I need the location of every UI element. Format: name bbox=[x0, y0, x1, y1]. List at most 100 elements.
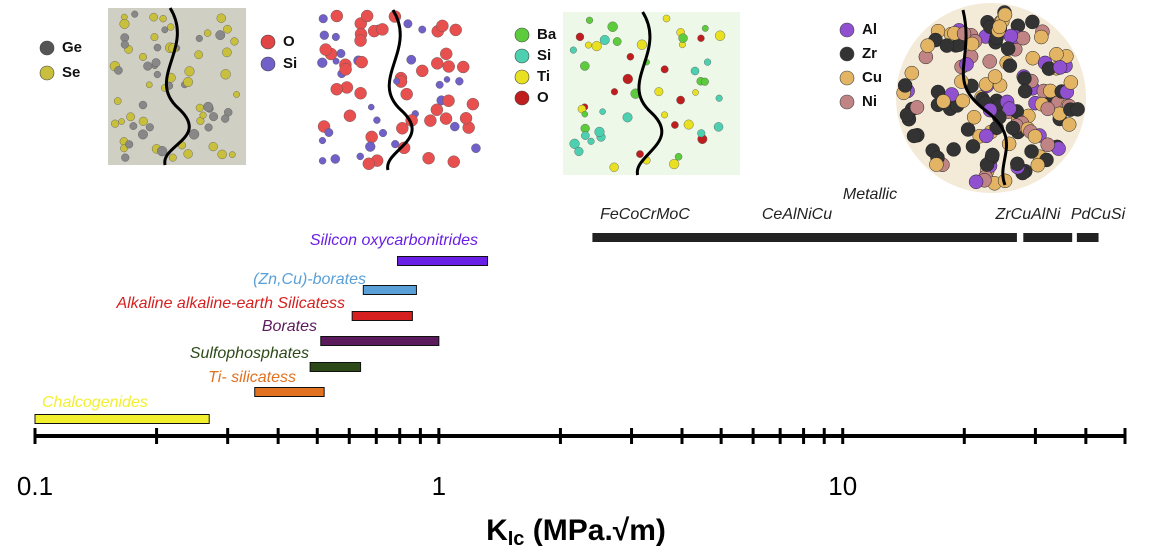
bar-label: Ti- silicatess bbox=[208, 369, 296, 386]
legend-swatch bbox=[515, 49, 529, 63]
atom bbox=[121, 154, 129, 162]
atom bbox=[331, 83, 343, 95]
legend-swatch bbox=[261, 57, 275, 71]
atom bbox=[218, 150, 227, 159]
atom bbox=[1017, 71, 1031, 85]
atom bbox=[130, 122, 137, 129]
atom bbox=[154, 71, 161, 78]
atom bbox=[196, 35, 203, 42]
atom bbox=[716, 95, 723, 102]
atom bbox=[929, 158, 943, 172]
atom bbox=[921, 39, 935, 53]
atom bbox=[139, 101, 147, 109]
bar-label: Borates bbox=[262, 318, 317, 335]
atom bbox=[341, 81, 353, 93]
atom bbox=[162, 27, 168, 33]
legend-label: Ge bbox=[62, 39, 82, 56]
atom bbox=[320, 44, 332, 56]
atom bbox=[344, 110, 356, 122]
atom bbox=[455, 77, 463, 85]
alloy-label: CeAlNiCu bbox=[762, 206, 832, 223]
atom bbox=[600, 35, 609, 44]
legend-label: O bbox=[283, 33, 295, 50]
atom bbox=[196, 104, 204, 112]
atom bbox=[966, 139, 980, 153]
atom bbox=[940, 39, 954, 53]
atom bbox=[636, 150, 643, 157]
atom bbox=[588, 138, 595, 145]
atom bbox=[317, 58, 327, 68]
legend-swatch bbox=[40, 66, 54, 80]
atom bbox=[1028, 129, 1042, 143]
atom bbox=[443, 95, 455, 107]
atom bbox=[960, 57, 974, 71]
atom bbox=[907, 129, 921, 143]
atom bbox=[576, 33, 584, 41]
atom bbox=[443, 60, 455, 72]
atom bbox=[702, 25, 708, 31]
atom bbox=[125, 141, 133, 149]
atom bbox=[623, 113, 632, 122]
bar-label: Alkaline alkaline-earth Silicatess bbox=[115, 295, 345, 312]
atom bbox=[222, 48, 231, 57]
atom bbox=[661, 66, 668, 73]
atom bbox=[669, 159, 679, 169]
legend-swatch bbox=[261, 35, 275, 49]
atom bbox=[204, 30, 211, 37]
atom bbox=[448, 156, 460, 168]
atom bbox=[947, 142, 961, 156]
atom bbox=[160, 15, 167, 22]
metallic-bar bbox=[592, 233, 1017, 242]
atom bbox=[610, 163, 619, 172]
legend-swatch bbox=[515, 91, 529, 105]
group-label: Metallic bbox=[843, 186, 897, 203]
atom bbox=[1026, 51, 1040, 65]
atom bbox=[331, 154, 340, 163]
atom bbox=[152, 58, 160, 66]
legend-label: Ti bbox=[537, 68, 550, 85]
atom bbox=[221, 69, 231, 79]
x-axis-label-part: (MPa.√m) bbox=[524, 514, 665, 547]
atom bbox=[1025, 144, 1039, 158]
atom bbox=[1018, 84, 1032, 98]
legend-label: Zr bbox=[862, 45, 877, 62]
atom bbox=[679, 34, 688, 43]
atom bbox=[457, 61, 469, 73]
bar-label: Silicon oxycarbonitrides bbox=[310, 232, 478, 249]
atom bbox=[592, 41, 602, 51]
range-bar bbox=[363, 286, 416, 295]
atom bbox=[956, 94, 970, 108]
atom bbox=[340, 63, 352, 75]
bar-label: Chalcogenides bbox=[42, 394, 148, 411]
atom bbox=[120, 19, 130, 29]
atom bbox=[431, 104, 443, 116]
x-axis-label: KIc (MPa.√m) bbox=[486, 514, 666, 550]
atom bbox=[126, 113, 134, 121]
range-bar bbox=[398, 257, 488, 266]
atom bbox=[698, 35, 705, 42]
atom bbox=[440, 48, 452, 60]
atom bbox=[637, 40, 647, 50]
atom bbox=[600, 109, 606, 115]
atom bbox=[150, 13, 158, 21]
atom bbox=[1016, 31, 1030, 45]
atom bbox=[983, 54, 997, 68]
x-axis-label-part: K bbox=[486, 514, 508, 547]
atom bbox=[114, 66, 122, 74]
atom bbox=[229, 152, 235, 158]
atom bbox=[436, 81, 443, 88]
atom bbox=[121, 41, 129, 49]
atom bbox=[146, 82, 152, 88]
range-bar bbox=[35, 415, 209, 424]
atom bbox=[431, 57, 443, 69]
atom bbox=[231, 38, 239, 46]
atom bbox=[1004, 29, 1018, 43]
x-tick-label: 10 bbox=[828, 471, 857, 501]
atom bbox=[423, 152, 435, 164]
metallic-bar bbox=[1023, 233, 1072, 242]
atom bbox=[355, 35, 367, 47]
atom bbox=[396, 122, 408, 134]
atom bbox=[332, 33, 340, 41]
atom bbox=[450, 122, 459, 131]
legend-swatch bbox=[515, 70, 529, 84]
